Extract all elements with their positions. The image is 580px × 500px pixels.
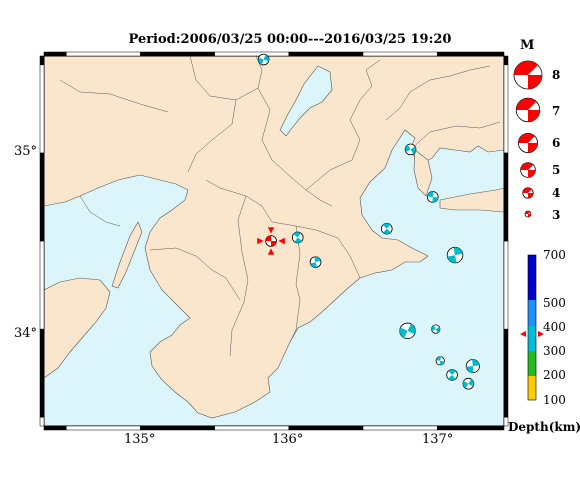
mag-label-4: 4: [552, 186, 561, 200]
mag-legend-ball: [524, 210, 532, 218]
focal-mechanism: [426, 191, 439, 203]
mainshock-marker: [257, 227, 285, 255]
mag-legend-ball: [513, 60, 543, 90]
mag-label-7: 7: [552, 104, 561, 118]
depth-colorbar: [520, 254, 544, 401]
lon-label-135: 135°: [124, 432, 156, 447]
focal-mechanism: [404, 143, 417, 156]
depth-tick-200: 200: [543, 368, 566, 382]
focal-mechanism: [446, 246, 464, 264]
focal-mechanism: [435, 356, 445, 366]
mag-label-8: 8: [552, 68, 561, 82]
land-chita-peninsula: [413, 149, 433, 197]
depth-tick-500: 500: [543, 296, 566, 310]
land-atsumi-peninsula: [439, 187, 504, 213]
mag-label-5: 5: [552, 163, 561, 177]
depth-tick-100: 100: [543, 393, 566, 407]
focal-mechanism: [446, 369, 458, 381]
mag-legend-ball: [522, 187, 534, 199]
magnitude-header: M: [520, 38, 535, 53]
depth-color-band: [528, 300, 536, 326]
focal-mechanism: [399, 322, 416, 340]
focal-mechanism: [462, 377, 475, 390]
depth-color-band: [528, 326, 536, 351]
lon-label-136: 136°: [272, 432, 304, 447]
lat-label-35: 35°: [14, 144, 38, 159]
depth-color-band: [528, 351, 536, 376]
mag-legend-ball: [520, 162, 536, 178]
lat-label-34: 34°: [14, 326, 38, 341]
focal-mechanism: [257, 53, 270, 66]
focal-mechanism: [309, 256, 322, 268]
depth-title: Depth(km): [508, 420, 580, 434]
focal-mechanism: [291, 231, 304, 244]
period-title: Period:2006/03/25 00:00---2016/03/25 19:…: [128, 32, 452, 47]
magnitude-legend-symbols: [513, 60, 543, 218]
depth-tick-700: 700: [543, 248, 566, 262]
map-frame: [39, 51, 509, 431]
land-shikoku: [44, 277, 111, 379]
land-awaji: [111, 221, 143, 289]
mag-legend-ball: [515, 97, 541, 123]
prefecture-borders: [59, 56, 501, 357]
mag-label-6: 6: [552, 136, 561, 150]
mag-label-3: 3: [552, 208, 561, 222]
lon-label-137: 137°: [422, 432, 454, 447]
focal-mechanisms: [257, 53, 480, 390]
focal-mechanism: [431, 324, 441, 334]
depth-color-band: [528, 376, 536, 400]
focal-mechanism: [465, 359, 480, 374]
focal-mechanism: [380, 222, 393, 235]
depth-color-band: [528, 255, 536, 300]
depth-tick-400: 400: [543, 320, 566, 334]
depth-tick-300: 300: [543, 344, 566, 358]
mag-legend-ball: [518, 132, 539, 153]
lake-biwa: [279, 65, 333, 137]
